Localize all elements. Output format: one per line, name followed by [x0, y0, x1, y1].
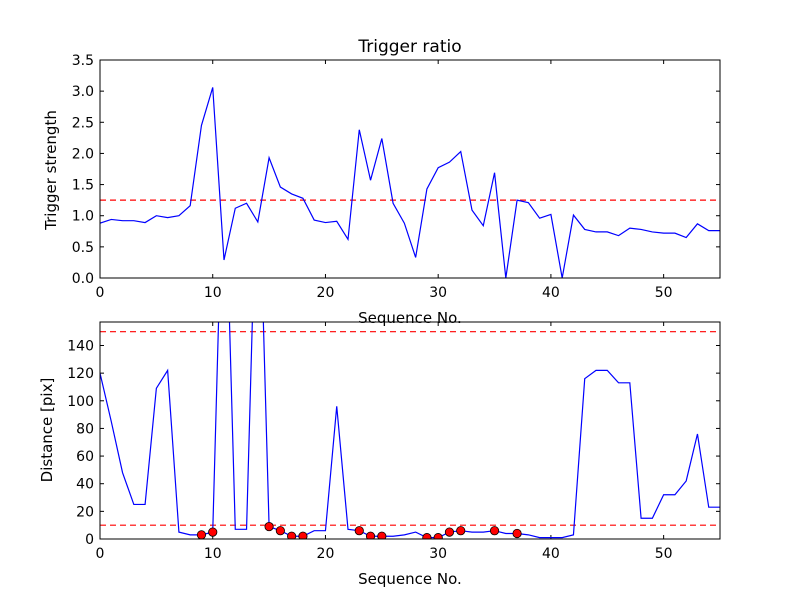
y-tick-label: 3.5: [72, 53, 94, 69]
y-tick-label: 2.5: [72, 115, 94, 131]
y-tick-label: 0.5: [72, 240, 94, 256]
x-tick-label: 40: [542, 285, 560, 301]
trigger-point: [275, 526, 285, 536]
trigger-point: [354, 526, 364, 536]
y-axis-label-top: Trigger strength: [42, 110, 60, 231]
trigger-point: [456, 526, 466, 536]
x-axis-label-bottom: Sequence No.: [358, 570, 462, 588]
y-tick-label: 40: [76, 477, 94, 493]
y-tick-label: 20: [76, 504, 94, 520]
trigger-point: [196, 530, 207, 539]
trigger-point: [264, 521, 274, 532]
x-tick-label: 10: [204, 285, 222, 301]
y-tick-label: 140: [67, 338, 94, 354]
y-ticks-bottom: 0 20 40 60 80 100 120 140: [67, 338, 720, 548]
trigger-point: [512, 528, 522, 539]
x-axis-label-top: Sequence No.: [358, 309, 462, 327]
trigger-point: [208, 527, 218, 537]
y-tick-label: 2.0: [72, 146, 94, 162]
plot-frame-top: [99, 59, 721, 279]
trigger-point: [444, 527, 455, 537]
y-tick-label: 120: [67, 366, 94, 382]
x-ticks-top: 0 10 20 30 40 50: [96, 60, 673, 301]
y-tick-label: 1.5: [72, 178, 94, 194]
y-ticks-top: 0.0 0.5 1.0 1.5 2.0 2.5 3.0 3.5: [72, 53, 720, 287]
trigger-point: [489, 526, 500, 536]
x-tick-label: 10: [204, 546, 222, 562]
y-tick-label: 0: [85, 532, 94, 548]
y-tick-label: 60: [76, 449, 94, 465]
trigger-point: [365, 531, 376, 539]
y-tick-label: 1.0: [72, 209, 94, 225]
trigger-strength-plot: Trigger ratio 0.0 0.5 1.0 1.5 2.0 2.5 3.0 3.5 0…: [42, 37, 721, 327]
x-tick-label: 20: [317, 546, 335, 562]
y-tick-label: 3.0: [72, 84, 94, 100]
trigger-point: [377, 531, 387, 539]
distance-plot: 0 20 40 60 80 100 120 140 0 10 20 30 40 50 Distance …: [38, 321, 721, 588]
trigger-strength-series: [100, 87, 720, 278]
y-axis-label-bottom: Distance [pix]: [38, 378, 56, 483]
y-tick-label: 100: [67, 394, 94, 410]
x-tick-label: 0: [96, 546, 105, 562]
y-tick-label: 80: [76, 421, 94, 437]
x-tick-label: 0: [96, 285, 105, 301]
x-ticks-bottom: 0 10 20 30 40 50: [96, 322, 673, 562]
trigger-point: [422, 533, 432, 539]
x-tick-label: 20: [317, 285, 335, 301]
threshold-lines-bottom: [100, 331, 720, 526]
x-tick-label: 40: [542, 546, 560, 562]
trigger-markers: [196, 521, 522, 539]
trigger-point: [433, 533, 443, 539]
x-tick-label: 50: [655, 546, 673, 562]
x-tick-label: 30: [429, 285, 447, 301]
y-tick-label: 0.0: [72, 271, 94, 287]
plot-frame-bottom: [99, 321, 721, 540]
chart-title: Trigger ratio: [357, 37, 461, 57]
trigger-point: [287, 531, 297, 539]
x-tick-label: 30: [429, 546, 447, 562]
x-tick-label: 50: [655, 285, 673, 301]
trigger-point: [298, 531, 308, 539]
